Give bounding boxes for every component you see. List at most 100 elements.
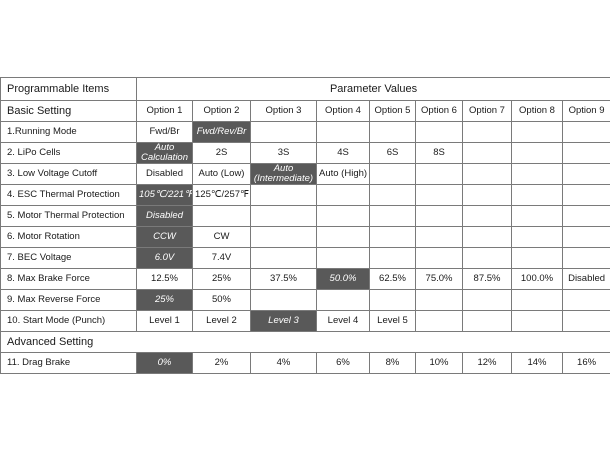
value-cell (561, 142, 610, 164)
option-header: Option 1 (136, 100, 193, 122)
value-cell (250, 184, 317, 206)
value-cell: Level 5 (369, 310, 416, 332)
value-cell (561, 205, 610, 227)
value-cell: Auto (Low) (192, 163, 251, 185)
default-value-cell: Level 3 (250, 310, 317, 332)
value-cell: 8S (415, 142, 463, 164)
table-row: 6. Motor Rotation CCW CW (0, 226, 610, 248)
value-cell: 4S (316, 142, 370, 164)
value-cell: 16% (561, 352, 610, 374)
value-cell (561, 247, 610, 269)
item-label: 8. Max Brake Force (0, 268, 137, 290)
table-row: 10. Start Mode (Punch) Level 1 Level 2 Leve… (0, 310, 610, 332)
value-cell (316, 289, 370, 311)
option-header: Option 6 (415, 100, 463, 122)
item-label: 5. Motor Thermal Protection (0, 205, 137, 227)
table-row: 5. Motor Thermal Protection Disabled (0, 205, 610, 227)
value-cell (511, 163, 563, 185)
table-row: 11. Drag Brake 0% 2% 4% 6% 8% 10% 12% 14% 16% (0, 352, 610, 374)
value-cell (561, 163, 610, 185)
value-cell (415, 289, 463, 311)
default-value-cell: 105℃/221℉ (136, 184, 193, 206)
value-cell: 2% (192, 352, 251, 374)
value-cell: Disabled (561, 268, 610, 290)
value-cell (415, 226, 463, 248)
value-cell: 25% (192, 268, 251, 290)
table-row: 2. LiPo Cells Auto Calculation 2S 3S 4S 6S 8S (0, 142, 610, 164)
default-value-cell: 25% (136, 289, 193, 311)
item-label: 9. Max Reverse Force (0, 289, 137, 311)
value-cell: 8% (369, 352, 416, 374)
parameter-table-container: Programmable Items Parameter Values Basi… (0, 77, 610, 374)
value-cell (415, 310, 463, 332)
value-cell: 6% (316, 352, 370, 374)
value-cell (462, 163, 512, 185)
value-cell: 3S (250, 142, 317, 164)
value-cell (250, 247, 317, 269)
option-header: Option 7 (462, 100, 512, 122)
default-value-cell: 50.0% (316, 268, 370, 290)
value-cell: Fwd/Br (136, 121, 193, 143)
item-label: 2. LiPo Cells (0, 142, 137, 164)
value-cell (415, 163, 463, 185)
value-cell (369, 163, 416, 185)
value-cell (369, 289, 416, 311)
item-label: 6. Motor Rotation (0, 226, 137, 248)
value-cell (511, 121, 563, 143)
value-cell (462, 310, 512, 332)
option-header: Option 3 (250, 100, 317, 122)
value-cell (316, 184, 370, 206)
advanced-setting-label: Advanced Setting (0, 331, 610, 353)
default-value-cell: Disabled (136, 205, 193, 227)
value-cell (462, 226, 512, 248)
value-cell (369, 121, 416, 143)
value-cell (192, 205, 251, 227)
option-header: Option 9 (561, 100, 610, 122)
value-cell (250, 226, 317, 248)
default-value-cell: Auto Calculation (136, 142, 193, 164)
value-cell (250, 289, 317, 311)
value-cell: 12.5% (136, 268, 193, 290)
default-value-cell: Auto (Intermediate) (250, 163, 317, 185)
value-cell: 100.0% (511, 268, 563, 290)
value-cell (250, 121, 317, 143)
table-row: 7. BEC Voltage 6.0V 7.4V (0, 247, 610, 269)
value-cell: Level 1 (136, 310, 193, 332)
value-cell (462, 247, 512, 269)
value-cell (511, 310, 563, 332)
option-header: Option 2 (192, 100, 251, 122)
value-cell (561, 310, 610, 332)
value-cell (561, 226, 610, 248)
basic-setting-row: Basic Setting Option 1 Option 2 Option 3… (0, 100, 610, 122)
advanced-setting-row: Advanced Setting (0, 331, 610, 353)
item-label: 1.Running Mode (0, 121, 137, 143)
default-value-cell: Fwd/Rev/Br (192, 121, 251, 143)
value-cell: 50% (192, 289, 251, 311)
value-cell: CW (192, 226, 251, 248)
item-label: 4. ESC Thermal Protection (0, 184, 137, 206)
value-cell: Level 2 (192, 310, 251, 332)
value-cell (415, 205, 463, 227)
value-cell: 125℃/257℉ (192, 184, 251, 206)
table-row: 4. ESC Thermal Protection 105℃/221℉ 125℃/2… (0, 184, 610, 206)
value-cell: 87.5% (462, 268, 512, 290)
default-value-cell: 0% (136, 352, 193, 374)
option-header: Option 4 (316, 100, 370, 122)
value-cell (369, 205, 416, 227)
value-cell (561, 289, 610, 311)
table-row: 1.Running Mode Fwd/Br Fwd/Rev/Br (0, 121, 610, 143)
value-cell: 37.5% (250, 268, 317, 290)
value-cell (511, 184, 563, 206)
value-cell: 14% (511, 352, 563, 374)
default-value-cell: CCW (136, 226, 193, 248)
item-label: 10. Start Mode (Punch) (0, 310, 137, 332)
value-cell (511, 247, 563, 269)
value-cell (561, 184, 610, 206)
item-label: 11. Drag Brake (0, 352, 137, 374)
value-cell (511, 226, 563, 248)
option-header: Option 8 (511, 100, 563, 122)
value-cell (316, 121, 370, 143)
table-row: 3. Low Voltage Cutoff Disabled Auto (Low) A… (0, 163, 610, 185)
value-cell (415, 121, 463, 143)
value-cell (561, 121, 610, 143)
